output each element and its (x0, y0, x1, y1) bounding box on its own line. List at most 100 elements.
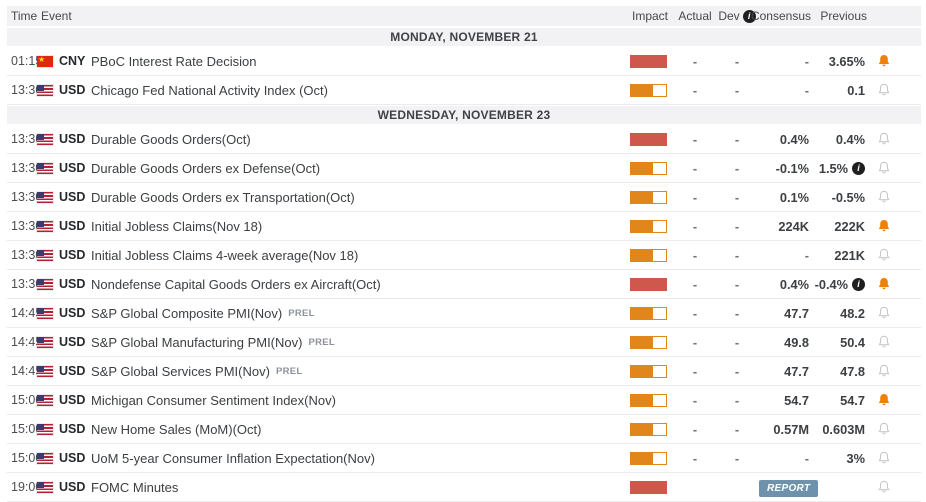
currency-code: USD (59, 451, 86, 465)
us-flag-icon (37, 133, 53, 145)
event-row[interactable]: 15:00 USD New Home Sales (MoM)(Oct) - - … (7, 415, 921, 444)
us-flag-icon (37, 84, 53, 96)
info-icon[interactable]: i (852, 277, 865, 291)
event-row[interactable]: 15:00 USD UoM 5-year Consumer Inflation … (7, 444, 921, 473)
dev-value: - (734, 53, 740, 69)
event-name: New Home Sales (MoM)(Oct) (91, 421, 262, 437)
consensus-value: 0.57M (773, 421, 809, 437)
currency-code: USD (59, 83, 86, 97)
economic-calendar-table: Time Event Impact Actual Dev i Consensus… (7, 6, 921, 502)
event-row[interactable]: 13:30 USD Durable Goods Orders(Oct) - - … (7, 125, 921, 154)
dev-value: - (734, 82, 740, 98)
header-dev: Dev i (715, 9, 759, 23)
event-time: 15:00 (11, 422, 43, 436)
actual-value: - (692, 131, 698, 147)
notification-bell-icon[interactable] (876, 421, 892, 437)
notification-bell-icon[interactable] (876, 276, 892, 292)
event-row[interactable]: 14:45 USD S&P Global Composite PMI(Nov) P… (7, 299, 921, 328)
impact-bar (630, 54, 667, 68)
notification-bell-icon[interactable] (876, 363, 892, 379)
event-name: Chicago Fed National Activity Index (Oct… (91, 82, 328, 98)
event-row[interactable]: 13:30 USD Nondefense Capital Goods Order… (7, 270, 921, 299)
header-time: Time (11, 9, 38, 23)
impact-bar (630, 161, 667, 175)
notification-bell-icon[interactable] (876, 305, 892, 321)
event-row[interactable]: 15:00 USD Michigan Consumer Sentiment In… (7, 386, 921, 415)
consensus-value: 47.7 (784, 305, 809, 321)
notification-bell-icon[interactable] (876, 392, 892, 408)
previous-value: -0.5% (831, 189, 865, 205)
dev-value: - (734, 131, 740, 147)
previous-value: 3.65% (828, 53, 865, 69)
previous-cell: 50.4 (811, 335, 867, 350)
previous-cell: 0.4% (811, 132, 867, 147)
previous-value: 3% (846, 450, 866, 466)
day-label: WEDNESDAY, NOVEMBER 23 (377, 108, 551, 122)
previous-cell: 0.1 (811, 83, 867, 98)
day-section-header: MONDAY, NOVEMBER 21 (7, 27, 921, 47)
event-row[interactable]: 13:30 USD Initial Jobless Claims 4-week … (7, 241, 921, 270)
notification-bell-icon[interactable] (876, 479, 892, 495)
prel-tag: PREL (288, 307, 315, 319)
currency-code: USD (59, 364, 86, 378)
header-actual: Actual (678, 9, 712, 23)
actual-value: - (692, 421, 698, 437)
currency-code: USD (59, 306, 86, 320)
notification-bell-icon[interactable] (876, 53, 892, 69)
previous-value: 221K (834, 247, 865, 263)
event-time: 13:30 (11, 219, 43, 233)
info-icon[interactable]: i (852, 161, 865, 175)
day-section-header: WEDNESDAY, NOVEMBER 23 (7, 105, 921, 125)
event-row[interactable]: 01:15 CNY PBoC Interest Rate Decision - … (7, 47, 921, 76)
us-flag-icon (37, 365, 53, 377)
event-row[interactable]: 19:00 USD FOMC Minutes REPORT (7, 473, 921, 502)
notification-bell-icon[interactable] (876, 131, 892, 147)
currency-code: USD (59, 335, 86, 349)
event-time: 15:00 (11, 451, 43, 465)
currency-code: USD (59, 190, 86, 204)
info-icon[interactable]: i (742, 9, 756, 23)
currency-code: USD (59, 480, 86, 494)
event-name: S&P Global Services PMI(Nov) PREL (91, 363, 303, 379)
dev-value: - (734, 218, 740, 234)
previous-value: 222K (834, 218, 865, 234)
notification-bell-icon[interactable] (876, 160, 892, 176)
event-row[interactable]: 13:30 USD Durable Goods Orders ex Defens… (7, 154, 921, 183)
notification-bell-icon[interactable] (876, 247, 892, 263)
notification-bell-icon[interactable] (876, 189, 892, 205)
impact-bar (630, 219, 667, 233)
consensus-value: - (804, 450, 809, 466)
event-row[interactable]: 13:30 USD Chicago Fed National Activity … (7, 76, 921, 105)
header-dev-label: Dev (718, 9, 740, 23)
event-row[interactable]: 14:45 USD S&P Global Manufacturing PMI(N… (7, 328, 921, 357)
previous-cell: 221K (811, 248, 867, 263)
consensus-value: - (804, 82, 809, 98)
previous-cell: 3% (811, 451, 867, 466)
previous-value: 0.4% (835, 131, 865, 147)
previous-cell: -0.5% (811, 190, 867, 205)
event-name: Durable Goods Orders ex Transportation(O… (91, 189, 355, 205)
impact-bar (630, 248, 667, 262)
us-flag-icon (37, 220, 53, 232)
us-flag-icon (37, 162, 53, 174)
dev-value: - (734, 160, 740, 176)
event-row[interactable]: 14:45 USD S&P Global Services PMI(Nov) PR… (7, 357, 921, 386)
notification-bell-icon[interactable] (876, 218, 892, 234)
us-flag-icon (37, 307, 53, 319)
consensus-cell: REPORT (759, 478, 819, 497)
notification-bell-icon[interactable] (876, 450, 892, 466)
table-header-row: Time Event Impact Actual Dev i Consensus… (7, 6, 921, 27)
event-row[interactable]: 13:30 USD Durable Goods Orders ex Transp… (7, 183, 921, 212)
previous-cell: 1.5% i (811, 161, 867, 176)
previous-cell: 54.7 (811, 393, 867, 408)
previous-cell: 48.2 (811, 306, 867, 321)
dev-value: - (734, 363, 740, 379)
event-row[interactable]: 13:30 USD Initial Jobless Claims(Nov 18)… (7, 212, 921, 241)
dev-value: - (734, 305, 740, 321)
notification-bell-icon[interactable] (876, 82, 892, 98)
notification-bell-icon[interactable] (876, 334, 892, 350)
report-badge[interactable]: REPORT (759, 479, 819, 497)
currency-code: CNY (59, 54, 86, 68)
header-event: Event (41, 9, 72, 23)
previous-value: 1.5% (818, 160, 848, 176)
